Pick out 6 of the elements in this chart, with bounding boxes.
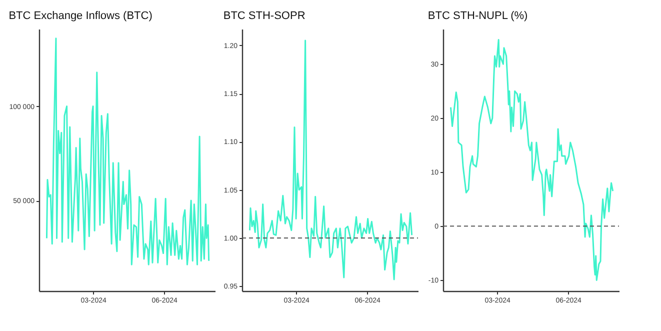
line-series: [46, 38, 210, 266]
chart-title: BTC STH-NUPL (%): [428, 10, 528, 22]
line-series: [248, 40, 413, 280]
chart-title: BTC Exchange Inflows (BTC): [8, 10, 152, 22]
chart-title: BTC STH-SOPR: [223, 10, 306, 22]
line-series: [450, 39, 614, 281]
